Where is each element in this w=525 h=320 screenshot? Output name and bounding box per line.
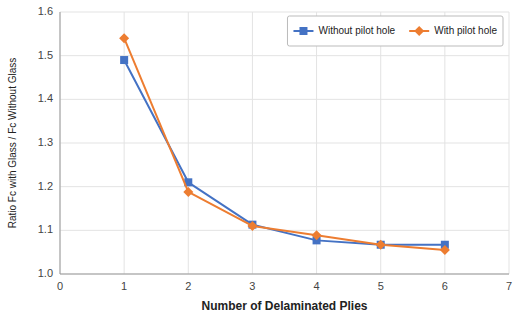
y-tick-label: 1.5 [38, 49, 53, 61]
x-axis-line [60, 274, 509, 275]
data-point [183, 187, 193, 197]
x-grid-line [380, 12, 381, 274]
data-point [312, 230, 322, 240]
x-axis-label: Number of Delaminated Plies [201, 299, 367, 313]
x-tick-label: 2 [185, 280, 191, 292]
plot-area [119, 33, 450, 255]
x-tick-label: 7 [506, 280, 512, 292]
grid [60, 12, 509, 274]
x-tick-label: 0 [57, 280, 63, 292]
y-grid-line [60, 12, 509, 13]
chart: 1.0 1.1 1.2 1.3 1.4 1.5 1.6 0 1 2 3 4 5 6 7 Number of D… [0, 0, 525, 320]
x-tick-label: 4 [314, 280, 320, 292]
y-grid-line [60, 274, 509, 275]
data-point [376, 240, 386, 250]
x-grid-line [444, 12, 445, 274]
y-tick-label: 1.4 [38, 92, 53, 104]
legend-swatch [293, 27, 313, 35]
data-point [120, 56, 128, 64]
y-tick-label: 1.3 [38, 136, 53, 148]
x-tick-label: 5 [378, 280, 384, 292]
y-tick-label: 1.6 [38, 5, 53, 17]
y-axis-line [60, 12, 61, 274]
y-tick-label: 1.0 [38, 267, 53, 279]
x-tick-label: 6 [442, 280, 448, 292]
y-grid-line [60, 143, 509, 144]
legend: Without pilot hole With pilot hole [287, 16, 503, 46]
x-grid-line [60, 12, 61, 274]
data-point [119, 33, 129, 43]
x-grid-line [509, 12, 510, 274]
legend-box [287, 16, 503, 46]
y-grid-line [60, 55, 509, 56]
x-grid-line [188, 12, 189, 274]
y-grid-line [60, 99, 509, 100]
y-tick-label: 1.2 [38, 180, 53, 192]
y-tick-label: 1.1 [38, 223, 53, 235]
data-point [440, 245, 450, 255]
chart-container: 1.0 1.1 1.2 1.3 1.4 1.5 1.6 0 1 2 3 4 5 6 7 Number of D… [0, 0, 525, 320]
legend-swatch [409, 26, 429, 36]
data-point [377, 241, 385, 249]
series-line [124, 38, 445, 250]
x-grid-line [124, 12, 125, 274]
x-tick-label: 1 [121, 280, 127, 292]
data-point [247, 221, 257, 231]
x-grid-line [252, 12, 253, 274]
legend-label: With pilot hole [434, 25, 497, 36]
y-axis-label: Ratio Fc with Glass / Fc Without Glass [7, 58, 18, 229]
x-tick-label: 3 [249, 280, 255, 292]
legend-label: Without pilot hole [318, 25, 395, 36]
y-grid-line [60, 186, 509, 187]
